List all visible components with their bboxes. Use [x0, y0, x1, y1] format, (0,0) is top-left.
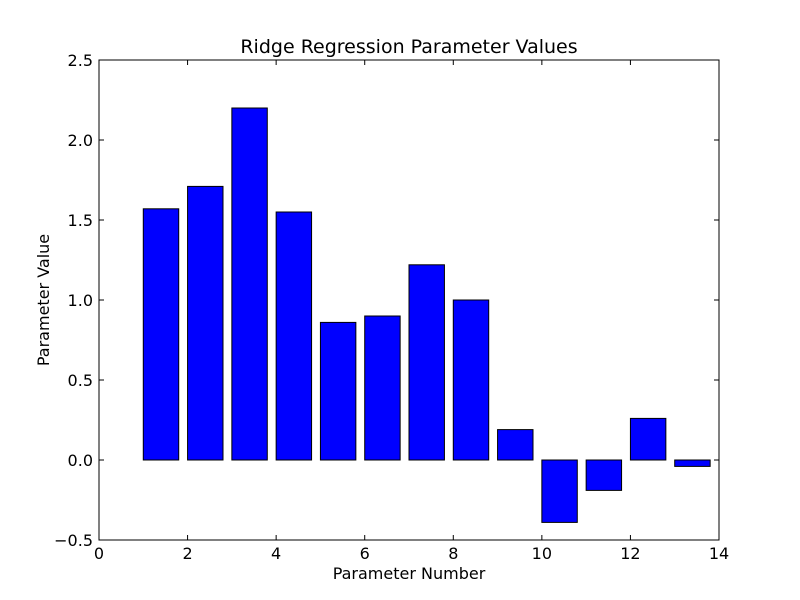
y-tick-label: 1.0 — [68, 291, 93, 310]
x-tick-label: 2 — [182, 544, 192, 563]
bar-2 — [187, 185, 224, 461]
y-tick-label: −0.5 — [54, 531, 93, 550]
x-tick-label: 0 — [94, 544, 104, 563]
bar-4 — [275, 211, 313, 461]
bars — [142, 107, 711, 523]
bar-7 — [408, 264, 445, 461]
bar-13 — [674, 459, 711, 467]
axis-ticks: 0 2 4 6 8 10 12 14 −0.5 0.0 0.5 1.0 1.5 2.0 2.5 — [54, 51, 729, 563]
x-tick-label: 14 — [709, 544, 729, 563]
chart-title: Ridge Regression Parameter Values — [240, 36, 577, 58]
x-tick-label: 6 — [360, 544, 370, 563]
y-tick-label: 2.0 — [68, 131, 93, 150]
bar-6 — [364, 315, 401, 461]
x-tick-label: 10 — [532, 544, 552, 563]
bar-8 — [452, 299, 490, 461]
bar-10 — [541, 459, 578, 523]
bar-11 — [585, 459, 623, 491]
y-tick-label: 2.5 — [68, 51, 93, 70]
y-axis-label: Parameter Value — [34, 234, 53, 366]
x-tick-label: 4 — [271, 544, 281, 563]
bar-9 — [497, 429, 534, 461]
bar-12 — [629, 417, 667, 461]
y-tick-label: 0.0 — [68, 451, 93, 470]
bar-3 — [231, 107, 268, 461]
bar-5 — [319, 321, 357, 461]
y-tick-label: 1.5 — [68, 211, 93, 230]
x-tick-label: 8 — [448, 544, 458, 563]
x-axis-label: Parameter Number — [333, 564, 486, 583]
bar-1 — [142, 208, 180, 461]
x-tick-label: 12 — [620, 544, 640, 563]
y-tick-label: 0.5 — [68, 371, 93, 390]
